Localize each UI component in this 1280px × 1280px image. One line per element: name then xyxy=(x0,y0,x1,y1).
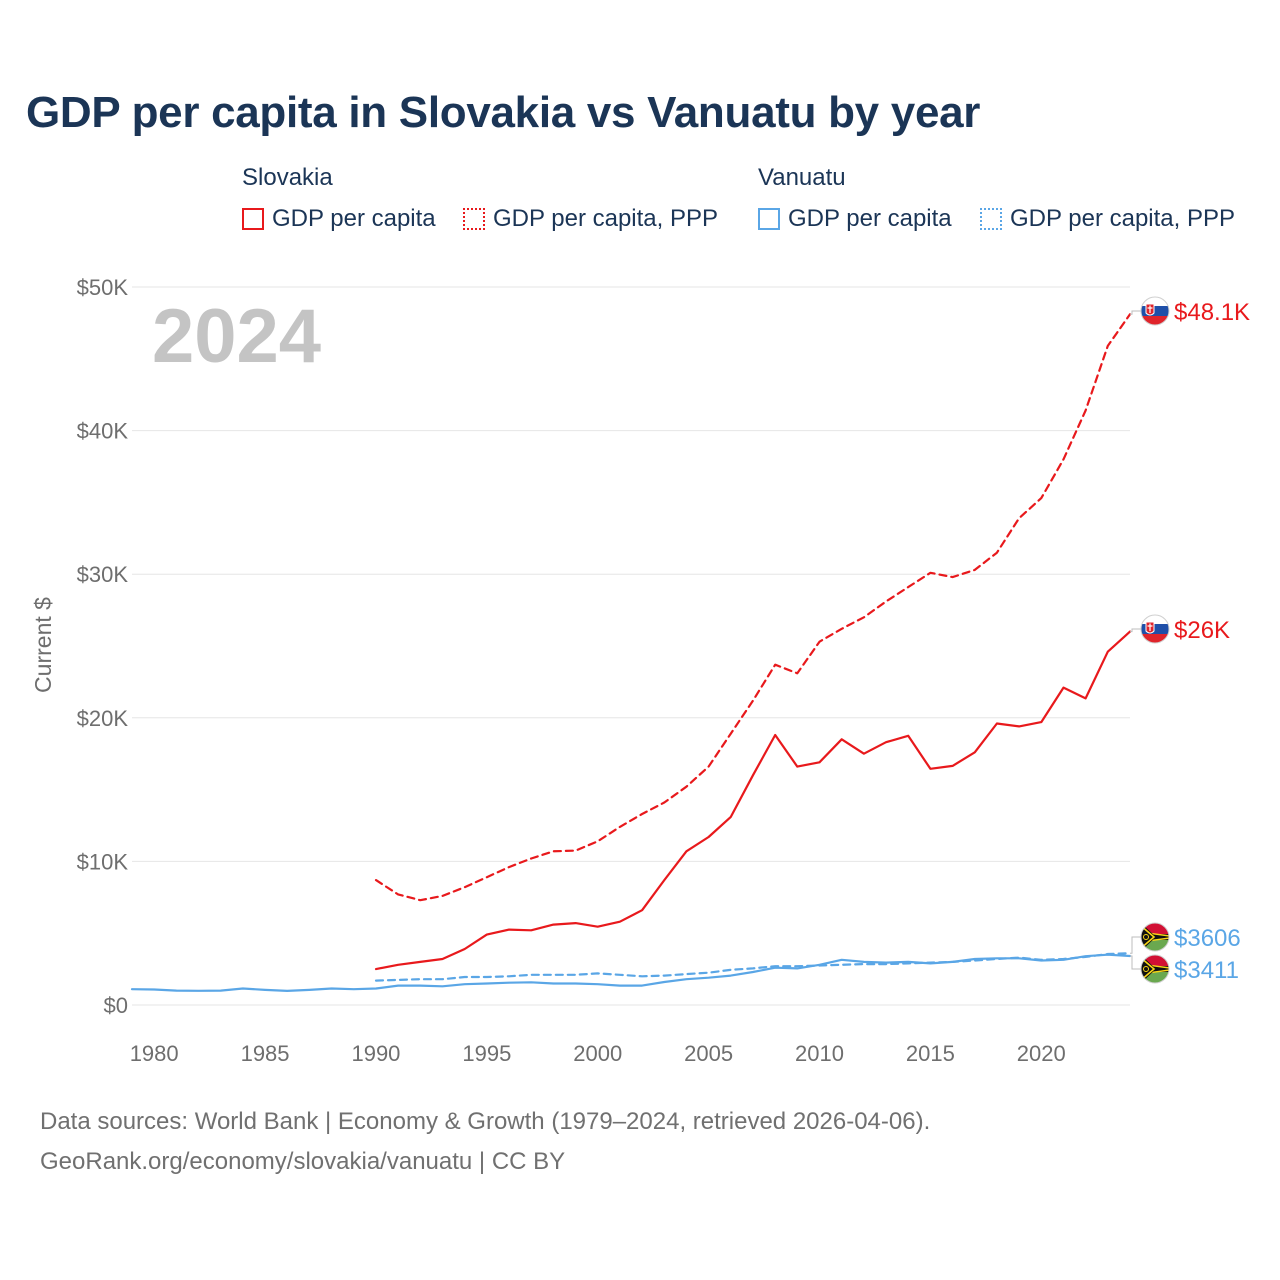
x-tick-label: 2010 xyxy=(795,1041,844,1066)
slovakia-flag-icon xyxy=(1140,614,1170,644)
y-tick-label: $10K xyxy=(77,849,129,874)
end-value-label: $26K xyxy=(1174,617,1230,644)
legend-item-vanuatu-gdp-ppp[interactable]: GDP per capita, PPP xyxy=(980,205,1235,233)
legend-label: GDP per capita xyxy=(272,205,436,232)
slovakia-flag-icon xyxy=(1140,296,1170,326)
x-tick-label: 2000 xyxy=(573,1041,622,1066)
year-watermark: 2024 xyxy=(152,294,321,379)
y-tick-label: $30K xyxy=(77,562,129,587)
y-tick-label: $20K xyxy=(77,706,129,731)
series xyxy=(130,313,1132,993)
vanuatu-flag-icon xyxy=(1140,922,1170,952)
x-tick-label: 1980 xyxy=(130,1041,179,1066)
grid xyxy=(132,286,1130,1006)
end-label-connector xyxy=(1130,310,1141,315)
legend-swatch-solid-icon xyxy=(242,208,264,230)
end-value-label: $3606 xyxy=(1174,925,1241,952)
series-line-vanuatu-ppp[interactable] xyxy=(374,952,1132,982)
chart-title: GDP per capita in Slovakia vs Vanuatu by… xyxy=(26,88,981,137)
footer-credit: GeoRank.org/economy/slovakia/vanuatu | C… xyxy=(40,1148,566,1175)
end-label-connector xyxy=(1130,936,1141,954)
legend-group-vanuatu: Vanuatu xyxy=(758,164,846,191)
legend-item-slovakia-gdp-ppp[interactable]: GDP per capita, PPP xyxy=(463,205,718,233)
y-tick-label: $0 xyxy=(104,993,128,1018)
x-axis: 1980 1985 1990 1995 2000 2005 2010 2015 2020 xyxy=(130,1041,1066,1066)
x-tick-label: 1990 xyxy=(351,1041,400,1066)
vanuatu-flag-icon xyxy=(1140,954,1170,984)
x-tick-label: 1985 xyxy=(241,1041,290,1066)
end-label-connector xyxy=(1130,628,1141,633)
y-axis: $0 $10K $20K $30K $40K $50K xyxy=(77,275,129,1018)
end-value-label: $3411 xyxy=(1174,957,1239,984)
legend-label: GDP per capita, PPP xyxy=(1010,205,1235,232)
legend-item-vanuatu-gdp[interactable]: GDP per capita xyxy=(758,205,952,233)
x-tick-label: 2015 xyxy=(906,1041,955,1066)
legend-swatch-solid-icon xyxy=(758,208,780,230)
line-chart: 2024 Current $ $0 $10K $20K $30K $40K $50K 19… xyxy=(30,275,1250,1066)
end-label-connector xyxy=(1130,955,1141,970)
end-labels: $48.1K $26K $3606 $3411 xyxy=(1130,296,1250,984)
y-tick-label: $40K xyxy=(77,419,129,444)
legend-group-slovakia: Slovakia xyxy=(242,164,333,191)
x-tick-label: 2005 xyxy=(684,1041,733,1066)
footer-source: Data sources: World Bank | Economy & Gro… xyxy=(40,1108,931,1135)
legend-label: GDP per capita xyxy=(788,205,952,232)
series-line-slovakia-gdp[interactable] xyxy=(374,630,1132,971)
legend-item-slovakia-gdp[interactable]: GDP per capita xyxy=(242,205,436,233)
y-tick-label: $50K xyxy=(77,275,129,300)
x-tick-label: 2020 xyxy=(1017,1041,1066,1066)
series-line-slovakia-ppp[interactable] xyxy=(374,313,1132,902)
legend-swatch-dotted-icon xyxy=(980,208,1002,230)
x-tick-label: 1995 xyxy=(462,1041,511,1066)
y-axis-title: Current $ xyxy=(30,597,56,693)
end-value-label: $48.1K xyxy=(1174,299,1250,326)
legend-label: GDP per capita, PPP xyxy=(493,205,718,232)
legend-swatch-dotted-icon xyxy=(463,208,485,230)
